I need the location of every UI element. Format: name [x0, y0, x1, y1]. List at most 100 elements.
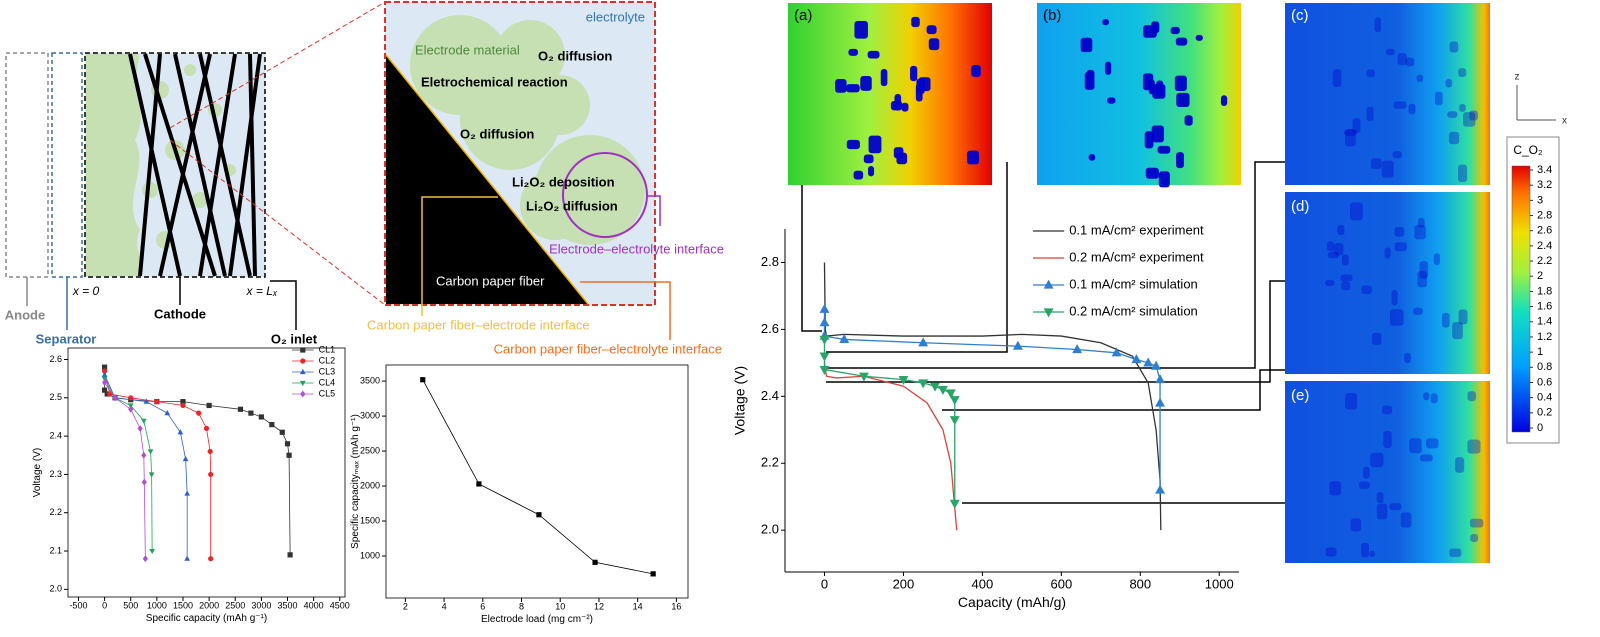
pore: [1423, 392, 1430, 401]
x-tick-label: 2: [403, 601, 408, 611]
pore: [1447, 111, 1458, 118]
series-line: [823, 309, 1161, 491]
axis-x: x: [1562, 116, 1567, 127]
pore: [1176, 92, 1190, 107]
point: [949, 416, 960, 426]
series-line: [823, 362, 958, 531]
cell-diagram: Anode Separator Cathode O₂ inlet x = 0 x…: [5, 1, 386, 346]
y-tick-label: 2.8: [761, 254, 779, 269]
point: [592, 559, 598, 565]
pore: [1151, 125, 1164, 143]
separator-box: [51, 52, 83, 278]
point: [208, 556, 214, 562]
pore: [1369, 550, 1376, 558]
point: [143, 398, 150, 404]
point: [148, 472, 155, 478]
interface-circle: [562, 152, 648, 238]
pore: [854, 21, 868, 39]
colorbar-tick-label: 2.8: [1537, 209, 1552, 221]
interface-label: Carbon paper fiber–electrode interface: [367, 317, 590, 332]
colorbar-tick-label: 1.6: [1537, 300, 1552, 312]
pore: [1393, 101, 1407, 109]
pore: [1174, 75, 1187, 92]
pore: [1359, 481, 1370, 489]
pore: [1352, 118, 1361, 134]
pore: [910, 65, 918, 82]
pore: [1404, 352, 1411, 364]
legend-marker: [1043, 308, 1054, 318]
legend-marker: [300, 358, 306, 364]
pore: [1389, 309, 1404, 326]
pore: [848, 48, 859, 56]
pore: [1420, 454, 1433, 462]
legend-marker: [299, 380, 306, 387]
separator-label: Separator: [36, 331, 97, 346]
interface-label: Electrode–electrolyte interface: [549, 241, 724, 256]
point: [258, 414, 264, 420]
pore: [1370, 158, 1382, 169]
legend-marker: [300, 347, 306, 353]
pore: [846, 84, 860, 93]
point: [141, 478, 147, 486]
pore: [1157, 145, 1171, 154]
pore: [1458, 164, 1468, 183]
point: [101, 379, 108, 386]
point: [180, 402, 186, 409]
pore: [1376, 491, 1384, 504]
fibers: [128, 53, 262, 277]
point: [898, 375, 909, 385]
plot-frame: [67, 347, 346, 598]
pore: [1417, 271, 1427, 288]
arrow: [647, 195, 661, 226]
arrow: [421, 196, 498, 316]
point: [112, 394, 118, 402]
pore: [1374, 17, 1382, 33]
pore: [1419, 261, 1428, 279]
point: [177, 429, 184, 435]
point: [420, 377, 426, 383]
y-tick-label: 2.0: [761, 522, 779, 537]
pore: [1400, 512, 1412, 528]
y-tick-label: 2500: [360, 445, 380, 455]
point: [196, 410, 202, 416]
y-tick-label: 3500: [360, 375, 380, 385]
x-tick-label: 400: [972, 576, 994, 591]
point: [859, 372, 869, 382]
pore: [1414, 224, 1426, 240]
legend-label: CL2: [319, 355, 336, 365]
point: [203, 425, 210, 432]
x-tick-label: 6: [480, 601, 485, 611]
point: [180, 399, 186, 405]
pore: [1442, 312, 1450, 328]
point: [184, 555, 191, 561]
pore: [1409, 438, 1422, 454]
point: [1131, 354, 1142, 364]
pore: [1397, 53, 1407, 66]
interface-label: Carbon paper fiber–electrolyte interface: [494, 341, 722, 356]
point: [476, 481, 482, 487]
pore: [1350, 202, 1363, 221]
chart: 2 4 6 8 10 12 14 16 1000 1500 2000 2500 3000 3500 Elec…: [350, 364, 689, 625]
inlet-label: O₂ inlet: [271, 331, 318, 346]
x-tick-label: 8: [519, 601, 524, 611]
point: [1155, 397, 1165, 407]
pore: [853, 170, 864, 180]
pore: [868, 166, 875, 177]
point: [184, 490, 191, 496]
x-tick-label: 1500: [173, 600, 193, 610]
colorbar-tick-label: 0.8: [1537, 361, 1552, 373]
pore: [835, 78, 847, 93]
panel-label: (b): [1043, 7, 1061, 24]
pore: [1389, 503, 1402, 511]
point: [207, 448, 213, 455]
pore: [890, 101, 903, 111]
point: [141, 451, 147, 459]
pore: [1366, 69, 1375, 78]
pore: [1325, 279, 1335, 286]
y-tick-label: 2.4: [761, 388, 779, 403]
contour-map: [1037, 3, 1241, 185]
x-tick-label: 3000: [251, 600, 271, 610]
pore: [1417, 217, 1425, 228]
deposition-label: Li₂O₂ deposition: [512, 174, 615, 189]
